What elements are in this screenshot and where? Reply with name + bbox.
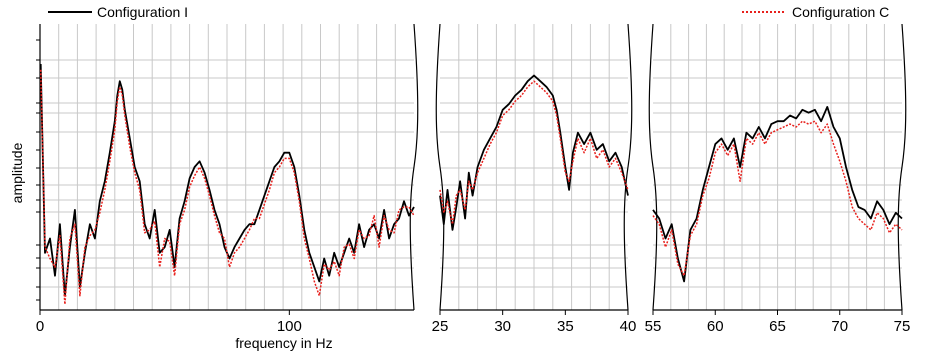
axis-break-right [409,23,419,311]
series-line-configuration-i [439,74,629,231]
legend-label-configuration-c: Configuration C [792,4,889,20]
x-tick-label: 60 [707,318,724,335]
x-axis-label: frequency in Hz [235,335,332,351]
y-axis-label: amplitude [9,142,25,203]
x-tick-label: 25 [432,318,449,335]
x-tick-label: 35 [557,318,574,335]
series-line-configuration-i [39,63,415,297]
axis-break-left [435,23,445,311]
legend-label-configuration-i: Configuration I [97,4,188,20]
axis-break-left [648,23,658,311]
axis-break-right [623,23,633,311]
series-line-configuration-i [652,106,903,283]
x-tick-label: 40 [620,318,637,335]
x-tick-label: 75 [894,318,911,335]
axis-break-right [897,23,907,311]
x-tick-label: 100 [277,318,302,335]
x-tick-label: 65 [769,318,786,335]
x-tick-label: 0 [36,318,44,335]
x-tick-label: 30 [494,318,511,335]
x-tick-label: 70 [831,318,848,335]
x-tick-label: 55 [645,318,662,335]
series-line-configuration-c [652,120,903,277]
